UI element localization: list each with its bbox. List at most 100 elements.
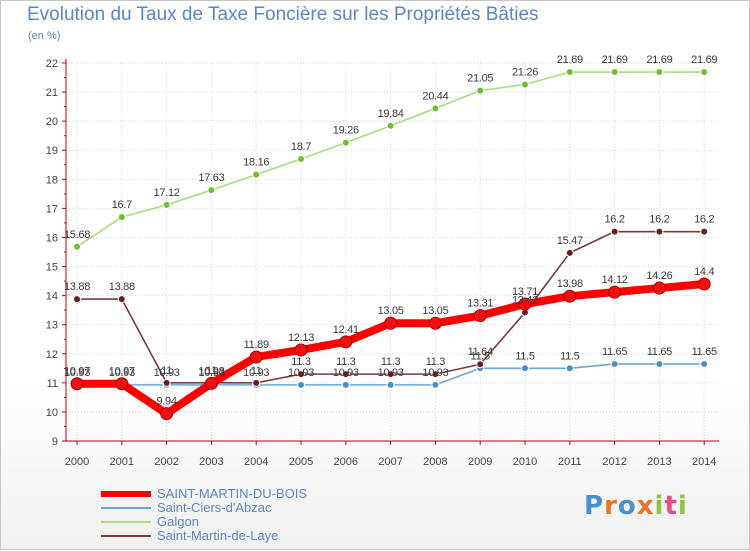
data-point bbox=[565, 68, 574, 77]
data-point bbox=[207, 186, 216, 195]
data-label: 10.93 bbox=[333, 367, 359, 379]
data-point bbox=[115, 377, 129, 391]
data-label: 11.64 bbox=[468, 346, 493, 358]
legend-label: SAINT-MARTIN-DU-BOIS bbox=[157, 486, 307, 501]
data-point bbox=[428, 316, 442, 330]
data-point bbox=[386, 370, 395, 379]
data-point bbox=[162, 378, 171, 387]
chart-title: Evolution du Taux de Taxe Foncière sur l… bbox=[27, 4, 539, 25]
data-point bbox=[521, 364, 529, 373]
proxiti-logo: Proxiti bbox=[584, 491, 688, 521]
y-tick-label: 9 bbox=[52, 436, 58, 448]
data-point bbox=[431, 104, 440, 113]
data-label: 10.97 bbox=[109, 366, 135, 378]
data-label: 16.2 bbox=[694, 214, 714, 226]
data-label: 11.3 bbox=[291, 356, 311, 368]
x-tick-label: 2005 bbox=[289, 456, 313, 468]
data-label: 13.98 bbox=[557, 278, 583, 290]
y-tick-label: 10 bbox=[46, 407, 58, 419]
data-point bbox=[610, 359, 619, 368]
x-tick-label: 2014 bbox=[692, 456, 716, 468]
data-point bbox=[386, 121, 395, 130]
brand-letter: t bbox=[664, 491, 678, 521]
data-label: 21.69 bbox=[691, 54, 717, 66]
x-tick-label: 2011 bbox=[558, 456, 582, 468]
data-point bbox=[476, 360, 485, 369]
y-tick-label: 12 bbox=[46, 349, 58, 361]
data-label: 19.26 bbox=[333, 125, 359, 137]
series-layer bbox=[70, 68, 711, 421]
data-label: 19.84 bbox=[378, 108, 404, 120]
data-label: 10.93 bbox=[109, 367, 135, 379]
data-point bbox=[162, 200, 171, 209]
x-tick-label: 2003 bbox=[199, 456, 223, 468]
brand-letter: r bbox=[604, 491, 618, 521]
brand-letter: i bbox=[677, 491, 688, 521]
series-2 bbox=[73, 68, 709, 251]
legend-swatch bbox=[101, 491, 151, 497]
data-label: 11.65 bbox=[602, 346, 627, 358]
data-label: 10.93 bbox=[422, 367, 448, 379]
data-label: 11.89 bbox=[244, 339, 269, 351]
data-label: 13.05 bbox=[422, 305, 448, 317]
data-label: 16.2 bbox=[649, 214, 669, 226]
x-tick-label: 2001 bbox=[110, 456, 134, 468]
data-label: 16.2 bbox=[604, 214, 624, 226]
data-label: 13.88 bbox=[109, 281, 135, 293]
x-tick-label: 2007 bbox=[378, 456, 402, 468]
data-label: 21.05 bbox=[467, 73, 493, 85]
data-point bbox=[297, 380, 305, 389]
legend-label: Saint-Martin-de-Laye bbox=[157, 528, 279, 543]
data-label: 13.88 bbox=[64, 281, 90, 293]
data-label: 14.4 bbox=[694, 266, 714, 278]
data-point bbox=[608, 285, 622, 299]
data-label: 11.3 bbox=[426, 356, 446, 368]
brand-letter: x bbox=[636, 491, 655, 521]
y-tick-label: 16 bbox=[46, 232, 58, 244]
data-point bbox=[431, 380, 440, 389]
data-label: 15.68 bbox=[64, 229, 90, 241]
data-point bbox=[431, 370, 440, 379]
data-point bbox=[700, 359, 709, 368]
data-label: 11 bbox=[206, 365, 217, 377]
data-point bbox=[249, 350, 263, 364]
y-tick-label: 11 bbox=[47, 378, 58, 390]
data-point bbox=[252, 378, 261, 387]
data-point bbox=[204, 376, 218, 390]
y-tick-label: 21 bbox=[46, 87, 58, 99]
legend-label: Galgon bbox=[157, 514, 199, 529]
data-point bbox=[521, 80, 529, 89]
data-label: 18.7 bbox=[291, 141, 311, 153]
data-label: 17.63 bbox=[198, 172, 224, 184]
data-label: 20.44 bbox=[422, 90, 448, 102]
data-point bbox=[117, 213, 126, 222]
data-label: 11.5 bbox=[515, 350, 535, 362]
data-point bbox=[655, 359, 664, 368]
brand-letter: P bbox=[584, 491, 605, 521]
data-label: 11.65 bbox=[647, 346, 672, 358]
data-label: 21.69 bbox=[602, 54, 628, 66]
y-tick-label: 20 bbox=[46, 116, 58, 128]
data-label: 10.97 bbox=[64, 366, 90, 378]
data-label: 10.93 bbox=[288, 367, 314, 379]
legend-label: Saint-Ciers-d'Abzac bbox=[157, 500, 272, 515]
legend-swatch bbox=[101, 521, 151, 523]
y-tick-label: 17 bbox=[46, 203, 58, 215]
data-point bbox=[341, 380, 350, 389]
data-point bbox=[565, 364, 574, 373]
data-point bbox=[384, 316, 398, 330]
data-point bbox=[563, 289, 577, 303]
data-label: 17.12 bbox=[154, 187, 180, 199]
data-point bbox=[339, 335, 353, 349]
data-point bbox=[700, 227, 709, 236]
data-label: 12.13 bbox=[288, 332, 314, 344]
data-point bbox=[70, 377, 84, 391]
y-tick-label: 14 bbox=[46, 291, 58, 303]
x-tick-label: 2000 bbox=[65, 456, 89, 468]
x-tick-label: 2013 bbox=[647, 456, 671, 468]
data-label: 10.93 bbox=[198, 367, 224, 379]
y-tick-label: 15 bbox=[46, 262, 58, 274]
y-tick-label: 13 bbox=[46, 320, 58, 332]
